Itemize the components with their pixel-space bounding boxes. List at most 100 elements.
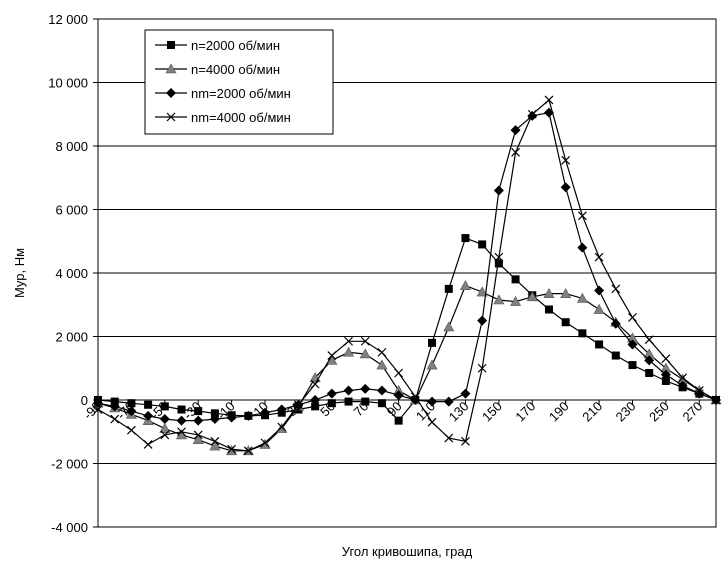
- data-point: [226, 412, 237, 423]
- data-point: [160, 430, 170, 440]
- data-point: [361, 397, 370, 406]
- data-point: [694, 386, 704, 395]
- data-point: [394, 368, 404, 378]
- data-point: [193, 430, 203, 440]
- data-point: [477, 315, 488, 326]
- data-point: [427, 417, 437, 427]
- data-point: [610, 318, 621, 329]
- data-point: [294, 400, 303, 410]
- data-point: [227, 444, 237, 454]
- data-point: [595, 340, 604, 349]
- data-point: [476, 286, 488, 297]
- data-point: [344, 397, 353, 406]
- data-point: [243, 410, 254, 421]
- data-point: [359, 348, 371, 359]
- data-point: [678, 373, 688, 383]
- data-point: [478, 240, 487, 249]
- data-point: [160, 402, 169, 411]
- data-point: [410, 395, 421, 405]
- data-point: [192, 434, 204, 444]
- data-point: [377, 347, 387, 357]
- y-tick-labels: -4 000 -2 000 0 2 000 4 000 6 000 8 000 10 000 1…: [48, 12, 88, 535]
- data-point: [443, 396, 454, 407]
- data-point: [177, 405, 186, 414]
- series-4: [93, 95, 721, 456]
- legend-marker: [167, 41, 175, 49]
- x-tick-label: 250: [646, 399, 672, 425]
- data-point: [377, 399, 386, 408]
- data-point: [327, 351, 337, 360]
- legend-marker: [166, 88, 176, 98]
- data-point: [461, 436, 470, 446]
- data-point: [326, 388, 337, 399]
- data-point: [576, 292, 588, 303]
- legend-item: n=2000 об/мин: [155, 38, 280, 53]
- y-tick-label: 4 000: [55, 266, 88, 281]
- y-axis-title: Мур, Нм: [12, 248, 27, 298]
- data-point: [194, 407, 203, 416]
- data-point: [594, 252, 604, 262]
- series-line: [97, 98, 717, 452]
- data-point: [394, 416, 403, 425]
- y-tick-label: 2 000: [55, 330, 88, 345]
- data-point: [393, 390, 404, 401]
- data-point: [343, 346, 355, 357]
- legend-item: nm=2000 об/мин: [155, 86, 291, 101]
- data-point: [578, 329, 587, 338]
- data-point: [560, 288, 572, 298]
- data-point: [645, 369, 654, 378]
- series-line: [97, 284, 717, 452]
- data-point: [444, 433, 454, 443]
- data-point: [461, 234, 470, 243]
- data-point: [493, 185, 504, 196]
- data-point: [628, 313, 637, 322]
- data-point: [511, 147, 520, 157]
- data-point: [494, 252, 504, 262]
- x-tick-label: 270: [679, 399, 705, 425]
- data-point: [343, 385, 354, 396]
- data-point: [477, 363, 487, 373]
- legend-label: n=4000 об/мин: [191, 62, 280, 77]
- data-point: [611, 351, 620, 360]
- x-tick-label: 230: [613, 399, 639, 425]
- data-point: [660, 369, 671, 380]
- data-point: [260, 407, 271, 418]
- data-point: [143, 410, 154, 421]
- data-point: [511, 275, 520, 284]
- series-line: [97, 112, 717, 422]
- data-point: [510, 125, 521, 136]
- data-point: [611, 284, 621, 294]
- data-point: [260, 438, 270, 448]
- data-point: [210, 436, 220, 446]
- data-point: [593, 303, 605, 314]
- x-tick-label: 170: [512, 399, 538, 425]
- data-point: [694, 388, 705, 399]
- data-point: [344, 336, 353, 346]
- y-tick-label: 8 000: [55, 139, 88, 154]
- data-point: [93, 405, 103, 414]
- series-1: [94, 234, 720, 425]
- data-point: [143, 440, 153, 449]
- x-tick-label: 190: [546, 399, 572, 425]
- y-tick-label: 12 000: [48, 12, 88, 27]
- data-point: [427, 396, 438, 407]
- y-tick-label: 0: [81, 393, 88, 408]
- data-point: [443, 321, 455, 332]
- x-tick-label: 150: [479, 399, 505, 425]
- data-point: [109, 401, 120, 412]
- data-point: [126, 425, 136, 435]
- x-axis-title: Угол кривошипа, град: [342, 544, 473, 559]
- data-point: [93, 398, 103, 409]
- data-point: [311, 402, 320, 411]
- legend-item: n=4000 об/мин: [155, 62, 280, 77]
- x-tick-labels: -90 -70 -50 -30 -10 10 30 50 70 90 110 130 150 170 190…: [80, 399, 705, 425]
- data-point: [544, 305, 553, 314]
- y-tick-label: 6 000: [55, 203, 88, 218]
- data-point: [177, 427, 186, 437]
- series-3: [93, 107, 721, 426]
- data-point: [127, 399, 136, 408]
- data-point: [360, 383, 371, 394]
- data-point: [276, 404, 287, 415]
- data-point: [561, 318, 570, 327]
